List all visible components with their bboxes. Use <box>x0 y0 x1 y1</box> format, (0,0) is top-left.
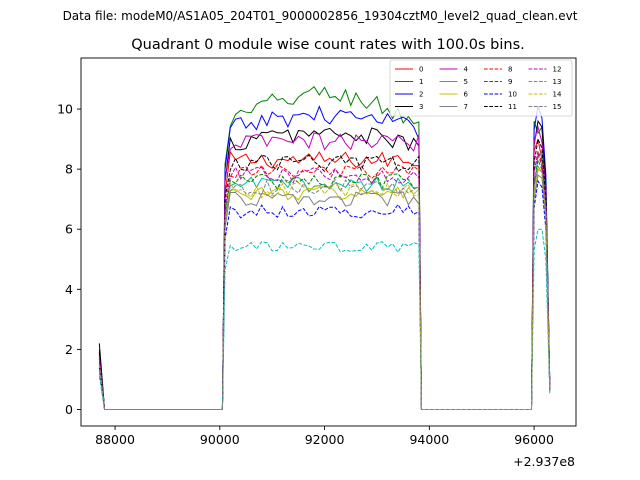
series-line-4 <box>98 125 551 410</box>
series-line-10 <box>98 179 551 410</box>
legend-label-3: 3 <box>419 103 423 111</box>
series-line-0 <box>98 138 551 410</box>
x-axis: 88000 90000 92000 94000 96000 <box>95 426 554 447</box>
y-tick-label: 0 <box>65 402 73 417</box>
legend-label-8: 8 <box>508 66 512 74</box>
y-axis: 0 2 4 6 8 10 <box>57 102 81 417</box>
series-line-1 <box>98 86 551 410</box>
legend-label-5: 5 <box>464 78 468 86</box>
legend-label-1: 1 <box>419 78 423 86</box>
legend-label-13: 13 <box>553 78 562 86</box>
y-tick-label: 6 <box>65 222 73 237</box>
series-line-7 <box>98 174 551 410</box>
series-line-3 <box>98 119 551 410</box>
legend-label-10: 10 <box>508 91 517 99</box>
series-line-5 <box>98 149 551 410</box>
series-line-6 <box>98 168 551 410</box>
legend-label-14: 14 <box>553 91 562 99</box>
series-line-8 <box>98 150 551 410</box>
y-tick-label: 10 <box>57 102 73 117</box>
legend-label-11: 11 <box>508 103 517 111</box>
series-layer <box>98 86 551 410</box>
legend-label-7: 7 <box>464 103 468 111</box>
figure-suptitle: Data file: modeM0/AS1A05_204T01_90000028… <box>63 9 578 23</box>
legend-label-15: 15 <box>553 103 562 111</box>
x-tick-label: 96000 <box>514 432 554 447</box>
y-tick-label: 8 <box>65 162 73 177</box>
series-line-13 <box>98 228 551 410</box>
y-tick-label: 4 <box>65 282 73 297</box>
series-line-11 <box>98 137 551 410</box>
y-tick-label: 2 <box>65 342 73 357</box>
series-line-9 <box>98 158 551 410</box>
legend-label-6: 6 <box>464 91 469 99</box>
x-tick-label: 88000 <box>95 432 135 447</box>
legend-label-0: 0 <box>419 66 423 74</box>
legend-label-12: 12 <box>553 66 562 74</box>
series-line-14 <box>98 168 551 410</box>
legend-label-2: 2 <box>419 91 423 99</box>
series-line-12 <box>98 152 551 410</box>
legend-label-9: 9 <box>508 78 512 86</box>
x-tick-label: 92000 <box>305 432 345 447</box>
chart-title: Quadrant 0 module wise count rates with … <box>131 37 525 53</box>
x-axis-offset-text: +2.937e8 <box>513 454 575 469</box>
series-line-2 <box>98 105 551 410</box>
x-tick-label: 94000 <box>409 432 449 447</box>
legend-label-4: 4 <box>464 66 469 74</box>
series-line-15 <box>98 164 551 410</box>
legend-frame <box>389 59 573 117</box>
x-tick-label: 90000 <box>200 432 240 447</box>
plot-area-frame <box>80 57 577 427</box>
